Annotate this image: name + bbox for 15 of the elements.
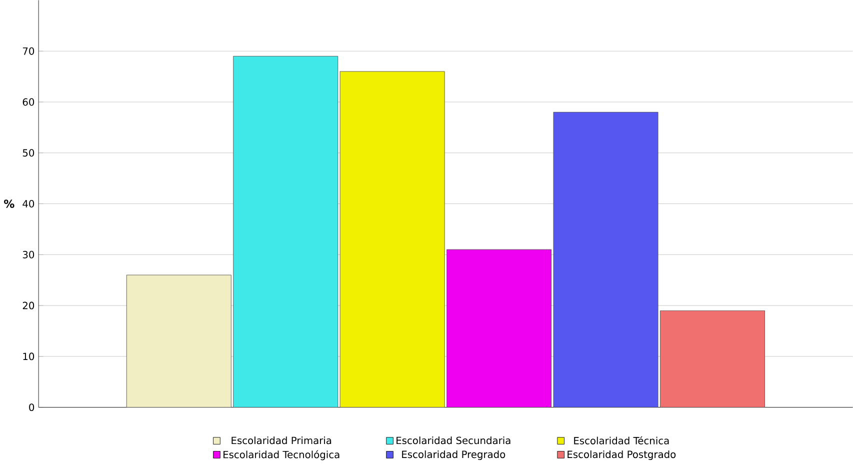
y-tick-label: 60: [22, 98, 34, 106]
legend-label: Escolaridad Pregrado: [402, 450, 506, 460]
legend-label: Escolaridad Secundaria: [396, 436, 510, 444]
legend-label: Escolaridad Postgrado: [568, 450, 676, 460]
y-tick-label: 40: [22, 200, 34, 208]
y-tick-label: 30: [22, 250, 34, 258]
y-tick-label: 0: [29, 403, 34, 411]
y-tick-label: 50: [22, 149, 34, 157]
legend-label: Escolaridad Tecnológica: [224, 450, 340, 460]
legend-label: Escolaridad Técnica: [574, 436, 669, 444]
y-tick-label: 10: [23, 352, 34, 360]
y-axis-title: %: [4, 200, 14, 208]
y-tick-label: 20: [22, 302, 34, 310]
legend-label: Escolaridad Primaria: [232, 436, 332, 444]
y-tick-label: 70: [22, 47, 34, 55]
